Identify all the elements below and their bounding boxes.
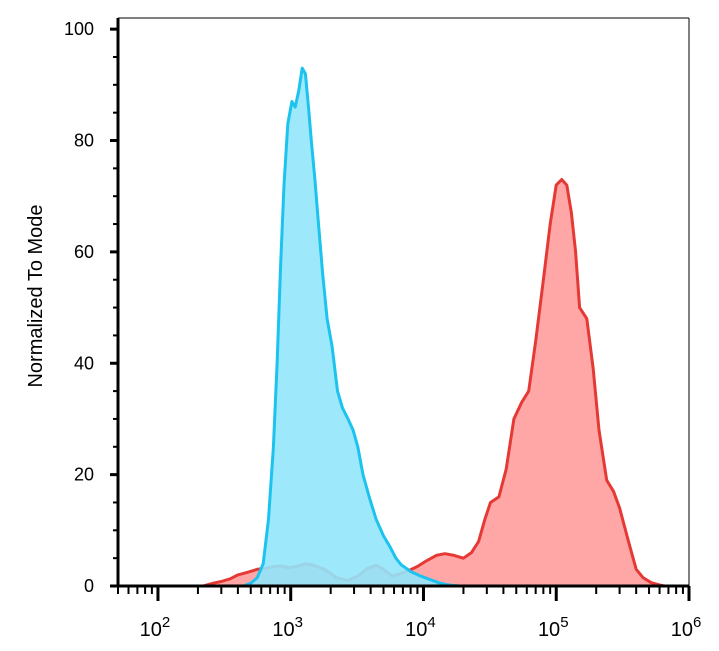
y-tick-label: 100 — [64, 19, 94, 39]
y-tick-label: 40 — [74, 353, 94, 373]
x-tick-label: 102 — [140, 614, 171, 641]
y-tick-label: 20 — [74, 465, 94, 485]
series-2-line — [118, 66, 689, 588]
plot-series-layer — [118, 66, 689, 588]
series-1-area — [118, 179, 689, 586]
y-axis-title: Normalized To Mode — [25, 204, 47, 387]
y-tick-label: 80 — [74, 131, 94, 151]
x-tick-label: 106 — [671, 614, 702, 641]
x-ticks-layer: 102 103 104 105 106 — [117, 586, 702, 641]
y-ticks-layer: 0 20 40 60 80 100 — [64, 19, 118, 596]
x-tick-label: 105 — [538, 614, 569, 641]
y-tick-label: 0 — [84, 576, 94, 596]
y-tick-label: 60 — [74, 242, 94, 262]
x-tick-label: 104 — [405, 614, 436, 641]
x-tick-label: 103 — [272, 614, 303, 641]
